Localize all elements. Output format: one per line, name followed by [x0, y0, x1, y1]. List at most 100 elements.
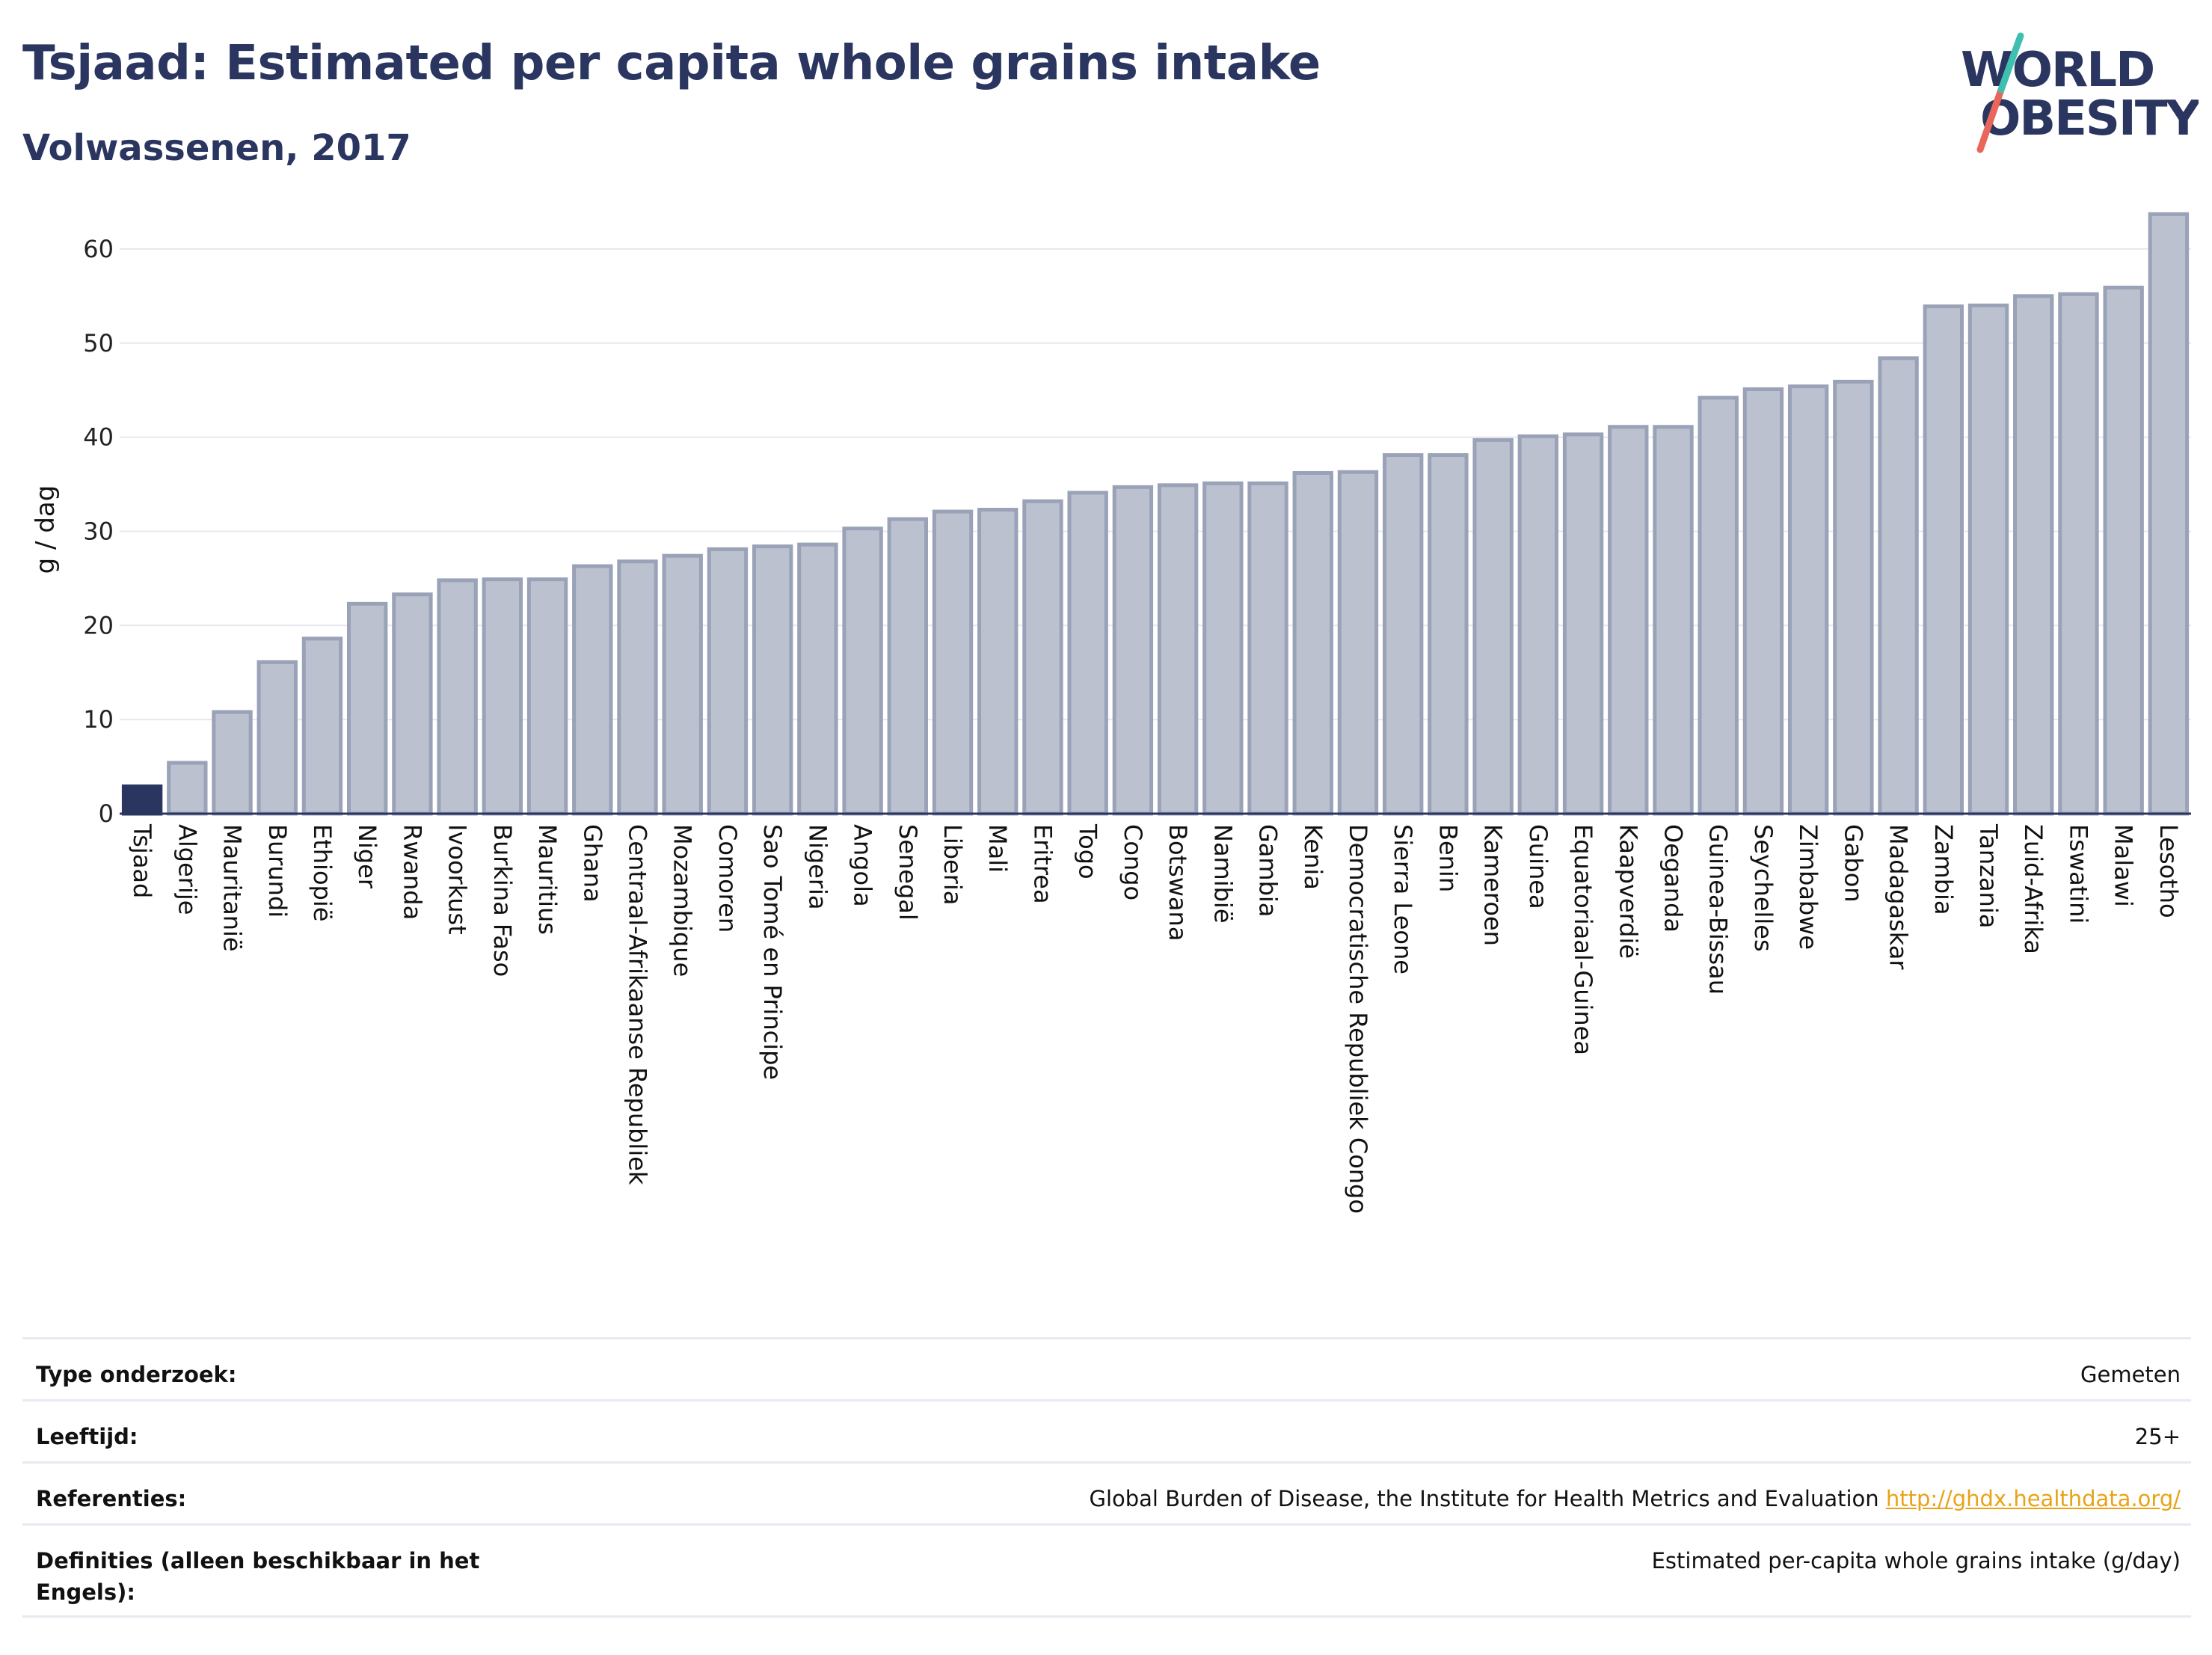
x-tick-label: Angola: [849, 824, 877, 907]
x-tick-label: Nigeria: [803, 824, 832, 909]
bar[interactable]: [662, 553, 703, 816]
bar[interactable]: [617, 559, 658, 816]
bar[interactable]: [1247, 481, 1288, 816]
x-tick-label: Ivoorkust: [443, 824, 472, 935]
x-tick-label: Burkina Faso: [488, 824, 517, 977]
x-tick-label: Oeganda: [1659, 824, 1688, 933]
bar[interactable]: [212, 710, 253, 816]
bar[interactable]: [526, 577, 568, 816]
x-tick-label: Kenia: [1299, 824, 1327, 890]
bar[interactable]: [707, 547, 749, 816]
bar[interactable]: [842, 526, 883, 816]
x-tick-label: Gabon: [1839, 824, 1867, 903]
bar[interactable]: [1878, 356, 1919, 816]
x-tick-label: Senegal: [894, 824, 922, 921]
x-tick-label: Lesotho: [2154, 824, 2183, 918]
x-tick-label: Tanzania: [1974, 823, 2003, 928]
x-tick-label: Botswana: [1164, 824, 1192, 941]
x-tick-label: Togo: [1074, 823, 1102, 879]
logo-word-2: OBESITY: [1980, 91, 2199, 147]
reference-link[interactable]: http://ghdx.healthdata.org/: [1885, 1486, 2181, 1511]
info-key: Type onderzoek:: [36, 1362, 237, 1387]
x-tick-label: Ethiopië: [308, 824, 337, 921]
bar[interactable]: [752, 544, 793, 816]
bar[interactable]: [1472, 437, 1514, 816]
x-tick-label: Eswatini: [2064, 824, 2092, 924]
x-tick-label: Liberia: [938, 824, 967, 905]
bar[interactable]: [977, 508, 1019, 816]
x-tick-label: Guinea: [1524, 824, 1552, 909]
x-tick-label: Malawi: [2110, 824, 2138, 907]
x-tick-label: Zambia: [1929, 824, 1958, 915]
y-axis-ticks: 0 10 20 30 40 50 60: [83, 235, 114, 828]
info-row-age: Leeftijd: 25+: [22, 1399, 2191, 1461]
bar[interactable]: [1337, 470, 1379, 816]
y-tick-label: 20: [83, 611, 114, 639]
y-tick-label: 50: [83, 329, 114, 357]
bar[interactable]: [1967, 303, 2009, 816]
bar[interactable]: [1022, 499, 1063, 816]
bar[interactable]: [1608, 425, 1649, 816]
x-tick-label: Equatoriaal-Guinea: [1569, 824, 1597, 1055]
bar[interactable]: [1157, 483, 1199, 816]
x-tick-label: Sierra Leone: [1389, 824, 1417, 974]
bar[interactable]: [482, 577, 523, 816]
y-tick-label: 10: [83, 705, 114, 734]
y-tick-label: 60: [83, 235, 114, 263]
x-tick-label: Mauritius: [533, 824, 562, 935]
bar[interactable]: [437, 578, 478, 816]
x-tick-label: Democratische Republiek Congo: [1344, 824, 1372, 1214]
bar[interactable]: [1112, 485, 1154, 816]
x-tick-label: Mali: [983, 824, 1012, 873]
bar[interactable]: [1742, 387, 1784, 816]
bar[interactable]: [2103, 286, 2144, 816]
bar[interactable]: [2013, 294, 2054, 816]
bar[interactable]: [256, 660, 298, 816]
bar[interactable]: [1067, 491, 1108, 816]
bar[interactable]: [797, 542, 838, 816]
bar[interactable]: [347, 601, 388, 816]
bar[interactable]: [1833, 379, 1874, 816]
x-tick-label: Seychelles: [1749, 824, 1778, 952]
bar[interactable]: [2148, 212, 2190, 816]
info-key: Leeftijd:: [36, 1424, 138, 1449]
y-tick-label: 40: [83, 423, 114, 452]
x-tick-label: Namibië: [1208, 824, 1237, 924]
x-tick-label: Benin: [1434, 824, 1462, 892]
bar[interactable]: [887, 517, 928, 816]
bar[interactable]: [1698, 396, 1739, 816]
bar[interactable]: [1517, 434, 1559, 816]
x-tick-label: Zuid-Afrika: [2019, 824, 2047, 954]
x-tick-label: Ghana: [578, 824, 606, 903]
bar[interactable]: [121, 784, 163, 816]
bar[interactable]: [1292, 470, 1333, 816]
bar[interactable]: [1383, 453, 1424, 816]
y-axis-label: g / dag: [31, 485, 61, 574]
logo-word-1: WORLD: [1961, 43, 2154, 98]
bar[interactable]: [2058, 292, 2099, 816]
chart-title: Tsjaad: Estimated per capita whole grain…: [22, 36, 1321, 91]
bar[interactable]: [301, 636, 343, 816]
x-tick-label: Centraal-Afrikaanse Republiek: [624, 824, 652, 1185]
bar[interactable]: [1653, 425, 1694, 816]
logo-slash-red: [1976, 86, 2005, 153]
bar[interactable]: [572, 564, 613, 816]
bar[interactable]: [1787, 384, 1829, 816]
x-tick-label: Kaapverdië: [1614, 824, 1642, 959]
bar[interactable]: [1562, 432, 1604, 816]
info-value: Gemeten: [2080, 1362, 2181, 1387]
info-value: Global Burden of Disease, the Institute …: [1089, 1483, 2181, 1514]
bar[interactable]: [167, 761, 208, 816]
bar[interactable]: [1923, 304, 1964, 816]
bar[interactable]: [932, 509, 974, 816]
x-tick-label: Eritrea: [1028, 824, 1057, 904]
bar[interactable]: [1428, 453, 1469, 816]
reference-text: Global Burden of Disease, the Institute …: [1089, 1486, 1879, 1511]
x-tick-label: Congo: [1119, 824, 1147, 900]
world-obesity-logo: WORLD OBESITY: [1961, 32, 2199, 153]
bars: [121, 212, 2190, 816]
x-axis-labels: Tsjaad Algerije Mauritanië Burundi Ethiopië N…: [128, 823, 2183, 1214]
bar[interactable]: [392, 592, 433, 816]
info-table: Type onderzoek: Gemeten Leeftijd: 25+ Re…: [22, 1337, 2191, 1618]
bar[interactable]: [1202, 481, 1244, 816]
